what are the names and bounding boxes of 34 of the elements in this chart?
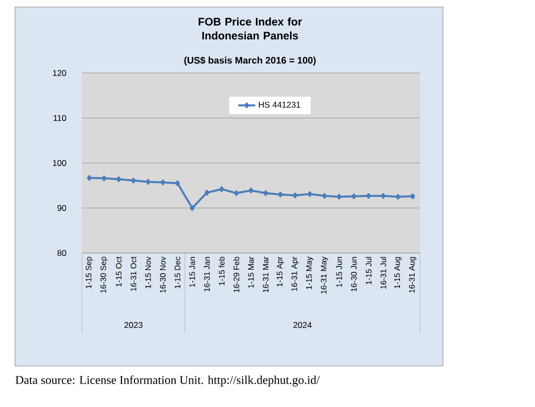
y-tick-label: 80 xyxy=(57,250,66,256)
point xyxy=(87,175,92,181)
point xyxy=(204,190,210,196)
point xyxy=(190,205,195,211)
point xyxy=(175,180,180,186)
point xyxy=(292,192,298,198)
point xyxy=(352,194,356,200)
legend-label: HS 441231 xyxy=(258,102,300,108)
point xyxy=(160,180,166,186)
point xyxy=(116,176,122,182)
point xyxy=(380,193,386,199)
point xyxy=(146,179,150,185)
point xyxy=(248,188,254,194)
point xyxy=(322,193,327,199)
source-note: Data source: License Information Unit. http://silk.dephut.go.id/ xyxy=(16,375,320,386)
chart-title: FOB Price Index for Indonesian Panels xyxy=(198,18,302,40)
point xyxy=(307,191,312,197)
chart-subtitle: (US$ basis March 2016 = 100) xyxy=(184,56,316,66)
y-tick-label: 100 xyxy=(52,160,66,166)
y-tick-label: 90 xyxy=(57,205,66,211)
point xyxy=(366,193,371,199)
text: 2024 xyxy=(293,322,312,328)
point xyxy=(396,194,400,200)
point xyxy=(102,176,106,182)
point xyxy=(263,190,268,196)
point xyxy=(234,190,239,196)
point xyxy=(278,192,283,198)
text: 2023 xyxy=(124,322,142,328)
point xyxy=(131,178,136,184)
y-tick-label: 110 xyxy=(54,115,66,121)
y-tick-label: 120 xyxy=(52,70,66,76)
point xyxy=(336,194,342,200)
point xyxy=(219,186,224,192)
point xyxy=(410,194,416,200)
